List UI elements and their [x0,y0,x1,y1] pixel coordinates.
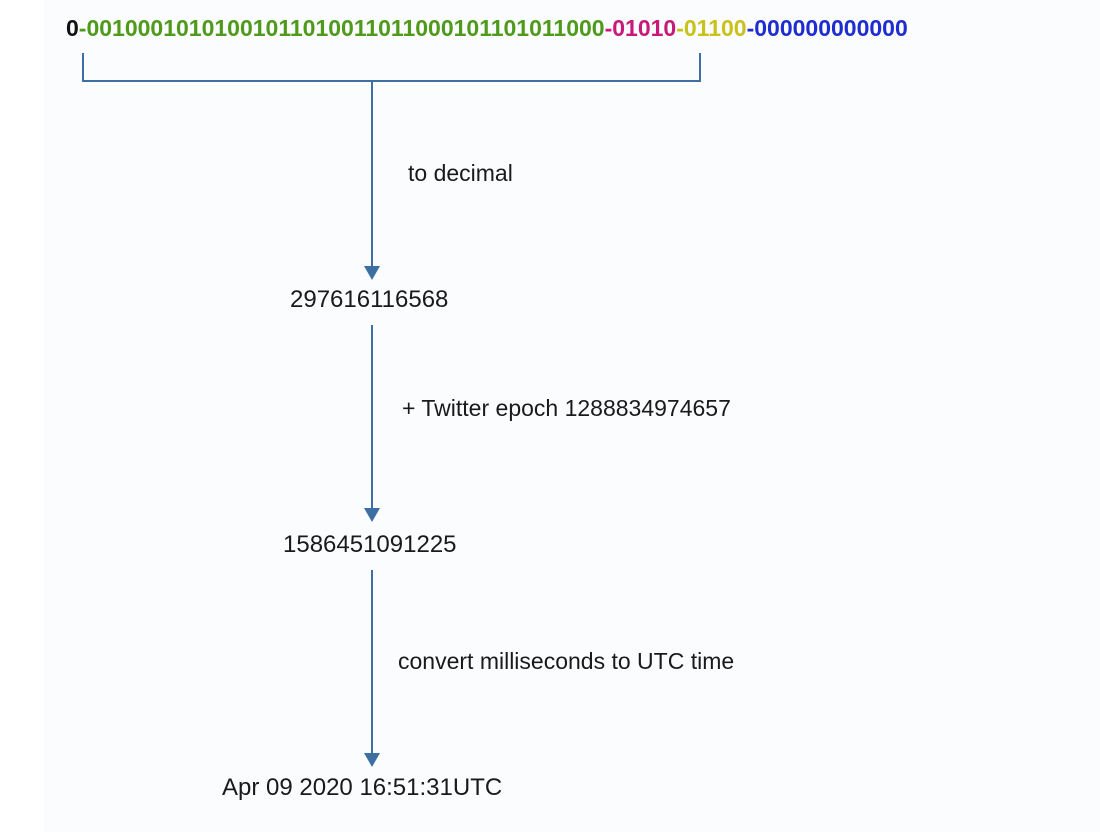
separator-timestamp-datacenter: - [604,15,613,41]
datacenter-bits: 01010 [612,15,677,41]
step-label-convert-utc: convert milliseconds to UTC time [398,648,735,674]
separator-datacenter-machine: - [676,15,684,41]
timestamp-bracket [82,53,701,82]
separator-machine-sequence: - [746,15,755,41]
arrow-to-decimal [364,81,380,280]
sequence-bits: 000000000000 [754,15,908,41]
step-label-add-epoch: + Twitter epoch 1288834974657 [402,395,731,421]
step-label-to-decimal: to decimal [408,160,513,186]
flow-arrows [364,81,380,767]
utc-time-value: Apr 09 2020 16:51:31UTC [222,774,503,801]
separator-sign-timestamp: - [78,15,87,41]
snowflake-binary-id: 0-00100010101001011010011011000101101011… [66,13,908,43]
timestamp-bits: 0010001010100101101001101100010110101100… [86,15,605,41]
machine-bits: 01100 [683,15,747,41]
arrow-to-utc [364,570,380,767]
arrow-add-epoch [364,325,380,522]
timestamp-decimal-value: 297616116568 [290,286,449,313]
diagram-background [44,0,1100,832]
epoch-adjusted-value: 1586451091225 [283,531,457,558]
sign-bit: 0 [66,15,79,41]
